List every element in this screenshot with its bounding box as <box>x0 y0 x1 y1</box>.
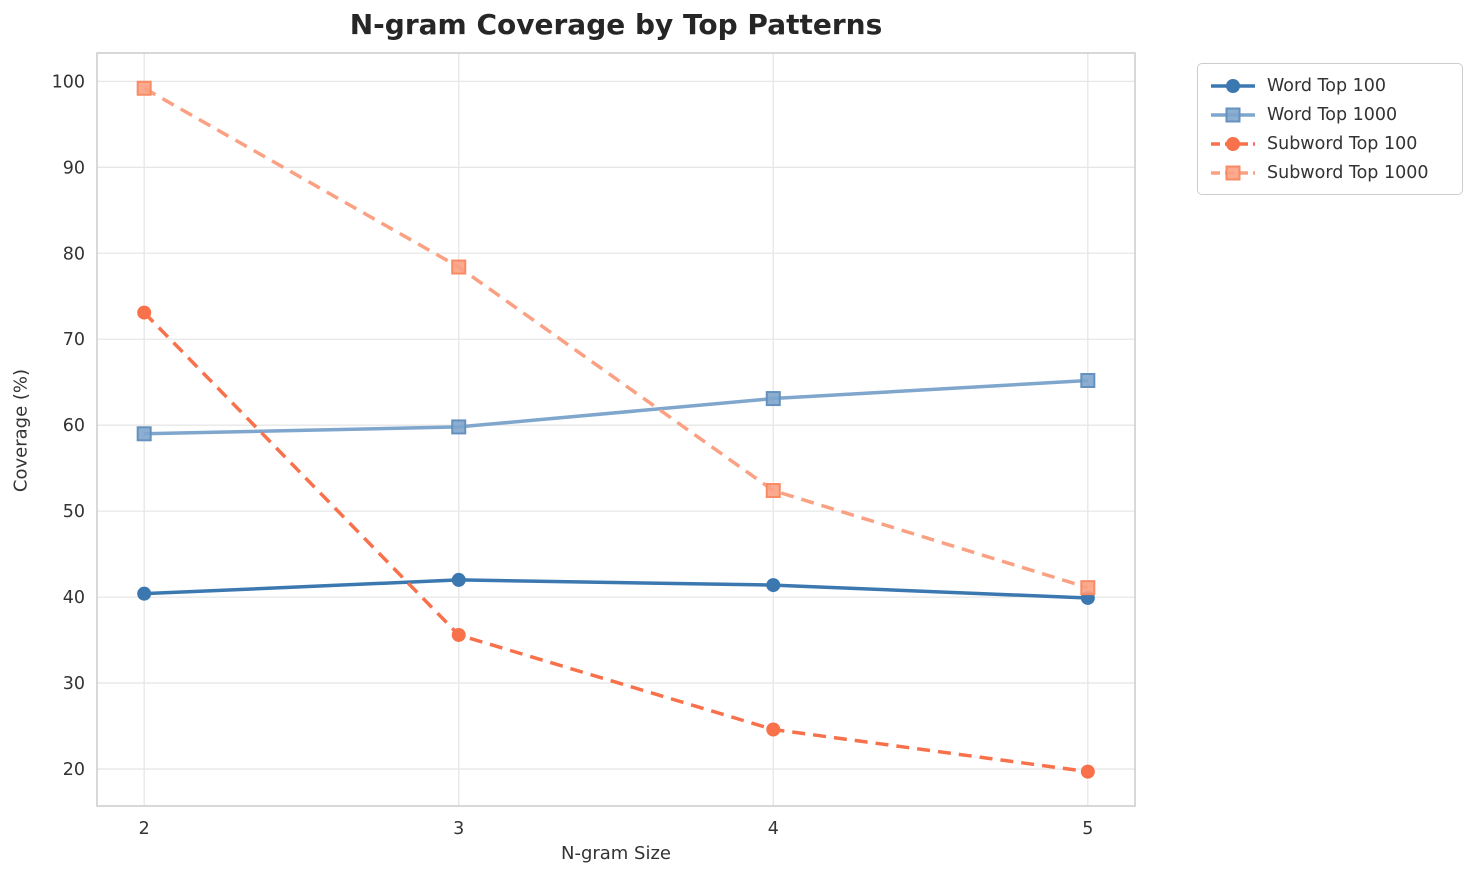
legend-label: Word Top 100 <box>1267 75 1387 96</box>
data-point <box>451 419 467 435</box>
legend-item-word-top-1000: Word Top 1000 <box>1210 100 1450 129</box>
y-tick-label: 40 <box>63 588 85 608</box>
data-point <box>1080 764 1095 779</box>
legend-item-subword-top-100: Subword Top 100 <box>1210 129 1450 158</box>
data-point <box>1080 580 1096 596</box>
y-tick-label: 60 <box>63 416 85 436</box>
data-point <box>451 572 466 587</box>
gridlines <box>97 53 1135 806</box>
legend-item-subword-top-1000: Subword Top 1000 <box>1210 158 1450 187</box>
y-tick-label: 50 <box>63 502 85 522</box>
series-subword-top-100 <box>137 305 1095 779</box>
series-line-subword-top-100 <box>142 311 1089 774</box>
data-point <box>766 722 781 737</box>
y-tick-label: 90 <box>63 158 85 178</box>
x-axis-label: N-gram Size <box>560 843 672 864</box>
data-point <box>766 578 781 593</box>
data-point <box>765 483 781 499</box>
data-point <box>136 426 152 442</box>
legend-circle-marker-icon <box>1211 136 1255 151</box>
data-point <box>137 305 152 320</box>
y-axis-label: Coverage (%) <box>10 368 32 493</box>
legend: Word Top 100 Word Top 1000 Subword Top 100… <box>1197 63 1463 195</box>
series-subword-top-1000 <box>136 80 1096 596</box>
legend-label: Subword Top 100 <box>1267 133 1418 154</box>
data-point <box>765 391 781 407</box>
legend-square-marker-icon <box>1211 107 1255 122</box>
legend-label: Subword Top 1000 <box>1267 162 1429 183</box>
y-tick-label: 30 <box>63 674 85 694</box>
data-point <box>1080 373 1096 389</box>
legend-label: Word Top 1000 <box>1267 104 1398 125</box>
plot-border <box>96 52 1136 807</box>
series-word-top-1000 <box>136 373 1096 442</box>
data-point <box>136 80 152 96</box>
data-point <box>137 586 152 601</box>
series-word-top-100 <box>137 572 1095 605</box>
y-tick-label: 70 <box>63 330 85 350</box>
y-tick-label: 80 <box>63 244 85 264</box>
legend-circle-marker-icon <box>1211 78 1255 93</box>
x-tick-label: 3 <box>453 819 464 839</box>
series-line-word-top-100 <box>144 578 1088 600</box>
data-point <box>451 627 466 642</box>
x-tick-label: 4 <box>768 819 779 839</box>
legend-item-word-top-100: Word Top 100 <box>1210 71 1450 100</box>
y-tick-label: 20 <box>63 760 85 780</box>
legend-square-marker-icon <box>1211 165 1255 180</box>
series-line-word-top-1000 <box>144 378 1088 436</box>
x-tick-label: 5 <box>1082 819 1093 839</box>
data-point <box>451 259 467 275</box>
y-tick-label: 100 <box>52 72 85 92</box>
chart-title: N-gram Coverage by Top Patterns <box>349 8 883 41</box>
series-line-subword-top-1000 <box>143 86 1089 590</box>
x-tick-label: 2 <box>139 819 150 839</box>
tick-labels: 2 3 4 5 20 30 40 50 60 70 80 90 100 <box>52 72 1094 839</box>
